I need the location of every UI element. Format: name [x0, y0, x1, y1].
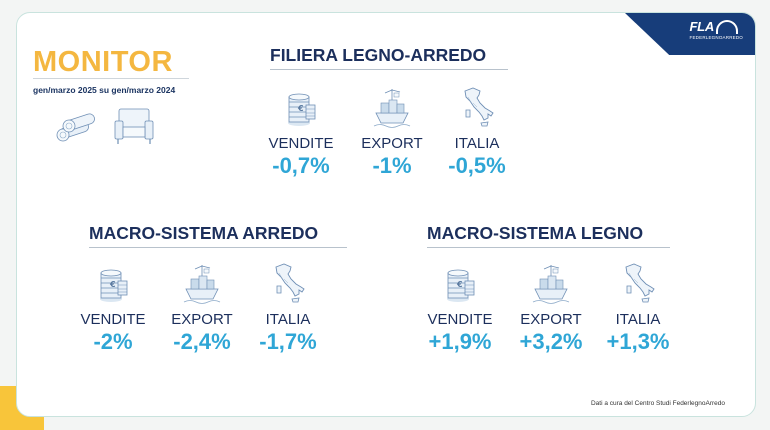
metric-legno-italia: ITALIA +1,3%: [593, 259, 683, 355]
metric-label: ITALIA: [265, 311, 311, 328]
metric-label: VENDITE: [80, 311, 146, 328]
armchair-icon: [114, 108, 154, 144]
metric-arredo-italia: ITALIA -1,7%: [243, 259, 333, 355]
metric-label: VENDITE: [268, 135, 334, 152]
brand-tab: FLA FEDERLEGNOARREDO: [625, 13, 755, 55]
federlegno-logo: FLA FEDERLEGNOARREDO: [690, 19, 743, 40]
logo-subtitle: FEDERLEGNOARREDO: [689, 35, 743, 40]
metric-legno-vendite: VENDITE +1,9%: [415, 259, 505, 355]
metric-label: ITALIA: [454, 135, 500, 152]
metric-label: EXPORT: [520, 311, 582, 328]
metric-label: EXPORT: [171, 311, 233, 328]
metric-value: +1,3%: [606, 329, 670, 354]
metric-value: -0,5%: [448, 153, 506, 178]
coins-icon: [436, 259, 484, 307]
italy-map-icon: [453, 83, 501, 131]
metric-value: -0,7%: [272, 153, 330, 178]
section-title-legno: MACRO-SISTEMA LEGNO: [427, 223, 644, 243]
monitor-period: gen/marzo 2025 su gen/marzo 2024: [33, 85, 176, 95]
metric-arredo-vendite: VENDITE -2%: [68, 259, 158, 355]
monitor-title: MONITOR: [33, 46, 173, 78]
logs-icon: [56, 113, 95, 142]
metric-value: -1%: [372, 153, 412, 178]
section-legno: MACRO-SISTEMA LEGNO: [427, 223, 670, 248]
section-title-arredo: MACRO-SISTEMA ARREDO: [89, 223, 319, 243]
logo-text: FLA: [689, 19, 715, 34]
italy-map-icon: [264, 259, 312, 307]
logo-arch-icon: [715, 20, 738, 34]
section-divider: [427, 247, 670, 248]
metric-value: -2,4%: [173, 329, 231, 354]
export-ship-icon: [527, 259, 575, 307]
source-footnote: Dati a cura del Centro Studi FederlegnoA…: [590, 400, 725, 407]
metric-arredo-export: EXPORT -2,4%: [157, 259, 247, 355]
section-filiera: FILIERA LEGNO-ARREDO: [270, 45, 508, 70]
metric-value: -2%: [93, 329, 133, 354]
section-title-filiera: FILIERA LEGNO-ARREDO: [270, 45, 487, 65]
metric-filiera-vendite: VENDITE -0,7%: [256, 83, 346, 179]
metric-label: VENDITE: [427, 311, 493, 328]
metric-filiera-export: EXPORT -1%: [347, 83, 437, 179]
section-arredo: MACRO-SISTEMA ARREDO: [89, 223, 347, 248]
coins-icon: [89, 259, 137, 307]
export-ship-icon: [178, 259, 226, 307]
italy-map-icon: [614, 259, 662, 307]
metric-filiera-italia: ITALIA -0,5%: [432, 83, 522, 179]
metric-value: +3,2%: [519, 329, 583, 354]
metric-label: EXPORT: [361, 135, 423, 152]
section-divider: [89, 247, 347, 248]
monitor-divider: [33, 78, 189, 79]
section-divider: [270, 69, 508, 70]
metric-legno-export: EXPORT +3,2%: [506, 259, 596, 355]
coins-icon: [277, 83, 325, 131]
metric-label: ITALIA: [615, 311, 661, 328]
metric-value: +1,9%: [428, 329, 492, 354]
metric-value: -1,7%: [259, 329, 317, 354]
export-ship-icon: [368, 83, 416, 131]
infographic-card: FLA FEDERLEGNOARREDO MONITOR gen/marzo 2…: [16, 12, 756, 417]
